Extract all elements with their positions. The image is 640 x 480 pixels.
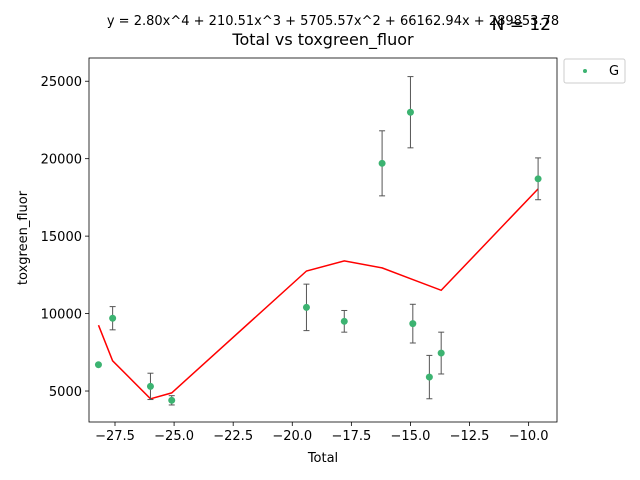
y-axis-label: toxgreen_fluor [16, 190, 31, 285]
y-tick-label: 5000 [49, 385, 82, 400]
x-tick-label: −10.0 [509, 429, 549, 444]
fit-line [97, 188, 539, 400]
data-point [534, 175, 542, 183]
y-tick-label: 25000 [41, 75, 82, 90]
chart-title: Total vs toxgreen_fluor [231, 30, 414, 50]
sample-count-label: N = 12 [492, 15, 551, 35]
data-point [146, 382, 154, 390]
fit-equation: y = 2.80x^4 + 210.51x^3 + 5705.57x^2 + 6… [107, 14, 559, 29]
legend-marker-g [583, 69, 587, 73]
x-tick-label: −27.5 [95, 429, 135, 444]
plot-layer: −27.5 −25.0 −22.5 −20.0 −17.5 −15.0 −12.5 −10.0… [41, 57, 558, 444]
legend-frame [563, 58, 626, 84]
x-axis-label: Total [307, 451, 338, 466]
x-tick-label: −17.5 [331, 429, 371, 444]
y-tick-label: 10000 [41, 308, 82, 323]
x-tick-label: −25.0 [154, 429, 194, 444]
data-point [409, 320, 417, 328]
data-point [406, 108, 414, 116]
y-tick-label: 20000 [41, 153, 82, 168]
legend-label-g: G [609, 64, 619, 79]
x-tick-label: −20.0 [272, 429, 312, 444]
data-point [302, 303, 310, 311]
data-point [425, 373, 433, 381]
data-point [340, 317, 348, 325]
x-tick-label: −12.5 [450, 429, 490, 444]
y-tick-label: 15000 [41, 230, 82, 245]
data-point [378, 159, 386, 167]
data-point [109, 314, 117, 322]
x-tick-label: −22.5 [213, 429, 253, 444]
data-point [437, 349, 445, 357]
data-point [94, 361, 102, 369]
data-point [168, 396, 176, 404]
plot-frame [88, 57, 558, 423]
x-tick-label: −15.0 [391, 429, 431, 444]
legend: G [563, 58, 626, 84]
